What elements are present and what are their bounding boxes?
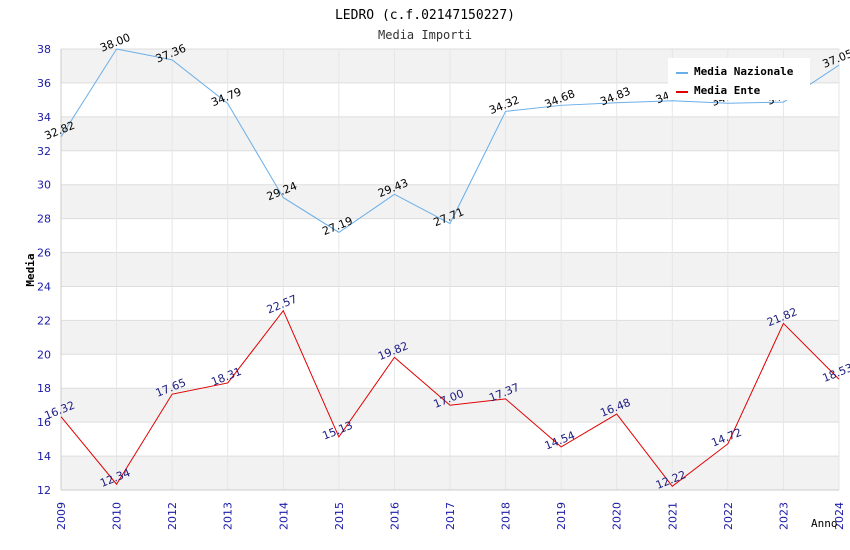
legend: Media Nazionale Media Ente	[668, 58, 810, 100]
y-tick-label: 30	[37, 179, 51, 192]
chart-title: LEDRO (c.f.02147150227)	[335, 8, 515, 23]
y-tick-label: 28	[37, 213, 51, 226]
x-tick-label: 2023	[777, 502, 790, 530]
y-axis-label: Media	[24, 253, 37, 286]
x-tick-label: 2024	[833, 502, 846, 530]
data-label: 14.72	[710, 426, 744, 450]
x-tick-label: 2022	[722, 502, 735, 530]
x-tick-label: 2013	[222, 502, 235, 530]
x-tick-label: 2010	[111, 502, 124, 530]
legend-box	[668, 58, 810, 100]
y-tick-label: 18	[37, 382, 51, 395]
data-label: 18.31	[209, 365, 243, 389]
y-axis-ticks: 12 14 16 18 20 22 24 26 28 30 32 34 36 38	[37, 43, 51, 497]
y-tick-label: 14	[37, 450, 51, 463]
x-tick-label: 2017	[444, 502, 457, 530]
x-tick-label: 2012	[166, 502, 179, 530]
x-tick-label: 2015	[333, 502, 346, 530]
y-tick-label: 22	[37, 314, 51, 327]
series-lines	[60, 48, 840, 487]
x-tick-label: 2018	[500, 502, 513, 530]
data-label: 34.68	[543, 87, 577, 111]
data-label: 14.54	[543, 429, 577, 453]
x-tick-label: 2020	[611, 502, 624, 530]
y-tick-label: 16	[37, 416, 51, 429]
legend-label-media-nazionale: Media Nazionale	[694, 65, 794, 78]
y-tick-label: 24	[37, 280, 51, 293]
data-label: 34.83	[598, 85, 632, 109]
data-label: 34.79	[209, 85, 243, 109]
y-tick-label: 26	[37, 247, 51, 260]
series-line-media-ente	[60, 309, 840, 487]
y-tick-label: 20	[37, 348, 51, 361]
chart-subtitle: Media Importi	[378, 28, 472, 42]
x-tick-label: 2016	[388, 502, 401, 530]
y-tick-label: 32	[37, 145, 51, 158]
x-tick-label: 2021	[666, 502, 679, 530]
y-tick-label: 34	[37, 111, 51, 124]
y-tick-label: 36	[37, 77, 51, 90]
x-axis-ticks: 2009 2010 2012 2013 2014 2015 2016 2017 2018 2019…	[55, 502, 846, 530]
x-tick-label: 2019	[555, 502, 568, 530]
x-tick-label: 2014	[277, 502, 290, 530]
y-tick-label: 38	[37, 43, 51, 56]
grid-lines	[60, 48, 840, 491]
legend-label-media-ente: Media Ente	[694, 84, 761, 97]
series-line-media-nazionale	[60, 48, 840, 233]
x-axis-label: Anno	[811, 517, 838, 530]
y-tick-label: 12	[37, 484, 51, 497]
x-tick-label: 2009	[55, 502, 68, 530]
